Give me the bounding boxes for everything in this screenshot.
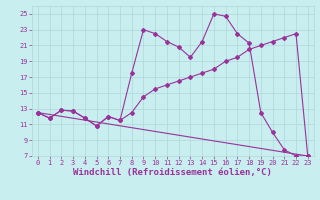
X-axis label: Windchill (Refroidissement éolien,°C): Windchill (Refroidissement éolien,°C) xyxy=(73,168,272,177)
